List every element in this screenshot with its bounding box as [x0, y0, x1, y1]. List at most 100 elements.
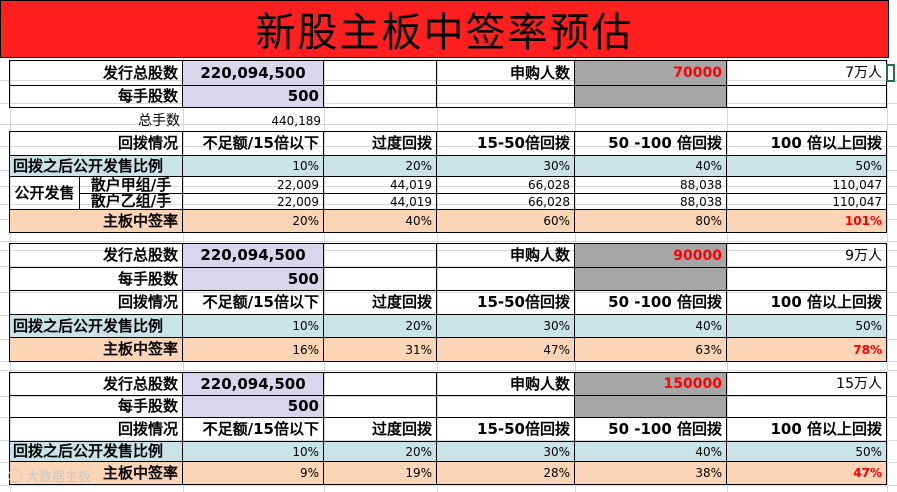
- applicants-text[interactable]: 9万人: [726, 243, 887, 268]
- empty-cell[interactable]: [323, 267, 437, 291]
- label-clawback[interactable]: 回拨情况: [9, 131, 183, 156]
- group-b-cell[interactable]: 88,038: [574, 193, 727, 210]
- public-ratio-cell[interactable]: 30%: [436, 314, 575, 338]
- public-ratio-cell[interactable]: 10%: [182, 314, 324, 338]
- public-ratio-cell[interactable]: 40%: [574, 155, 727, 177]
- total-lots-value[interactable]: 440,189: [271, 113, 321, 128]
- clawback-header[interactable]: 50 -100 倍回拨: [574, 290, 727, 315]
- win-rate-cell[interactable]: 47%: [726, 461, 887, 485]
- label-win-rate[interactable]: 主板中签率: [9, 209, 183, 233]
- public-ratio-cell[interactable]: 30%: [436, 441, 575, 462]
- empty-cell[interactable]: [323, 60, 437, 86]
- applicants-text[interactable]: 15万人: [726, 372, 887, 396]
- win-rate-cell[interactable]: 20%: [182, 209, 324, 233]
- empty-cell[interactable]: [323, 85, 437, 108]
- empty-cell[interactable]: [574, 85, 727, 108]
- win-rate-cell[interactable]: 31%: [323, 337, 437, 362]
- clawback-header[interactable]: 50 -100 倍回拨: [574, 131, 727, 156]
- win-rate-cell[interactable]: 38%: [574, 461, 727, 485]
- win-rate-cell[interactable]: 19%: [323, 461, 437, 485]
- public-ratio-cell[interactable]: 50%: [726, 155, 887, 177]
- empty-cell[interactable]: [323, 395, 437, 418]
- empty-cell[interactable]: [574, 267, 727, 291]
- clawback-header[interactable]: 100 倍以上回拨: [726, 131, 887, 156]
- group-a-cell[interactable]: 66,028: [436, 176, 575, 194]
- applicants-value[interactable]: 90000: [574, 243, 727, 268]
- win-rate-cell[interactable]: 60%: [436, 209, 575, 233]
- label-total-shares[interactable]: 发行总股数: [9, 372, 183, 396]
- group-a-cell[interactable]: 110,047: [726, 176, 887, 194]
- clawback-header[interactable]: 15-50倍回拨: [436, 417, 575, 442]
- label-public-ratio[interactable]: 回拨之后公开发售比例: [9, 441, 183, 462]
- empty-cell[interactable]: [726, 267, 887, 291]
- clawback-header[interactable]: 过度回拨: [323, 290, 437, 315]
- total-shares-value[interactable]: 220,094,500: [182, 372, 324, 396]
- empty-cell[interactable]: [726, 395, 887, 418]
- clawback-header[interactable]: 不足额/15倍以下: [182, 131, 324, 156]
- group-a-cell[interactable]: 88,038: [574, 176, 727, 194]
- group-b-cell[interactable]: 22,009: [182, 193, 324, 210]
- label-lot-size[interactable]: 每手股数: [9, 395, 183, 418]
- applicants-text[interactable]: 7万人: [726, 60, 887, 86]
- clawback-header[interactable]: 100 倍以上回拨: [726, 290, 887, 315]
- label-applicants[interactable]: 申购人数: [436, 372, 575, 396]
- lot-size-value[interactable]: 500: [182, 85, 324, 108]
- label-clawback[interactable]: 回拨情况: [9, 290, 183, 315]
- label-public-ratio[interactable]: 回拨之后公开发售比例: [9, 155, 183, 177]
- group-b-cell[interactable]: 66,028: [436, 193, 575, 210]
- public-ratio-cell[interactable]: 20%: [323, 441, 437, 462]
- win-rate-cell[interactable]: 16%: [182, 337, 324, 362]
- clawback-header[interactable]: 15-50倍回拨: [436, 290, 575, 315]
- win-rate-cell[interactable]: 40%: [323, 209, 437, 233]
- label-total-shares[interactable]: 发行总股数: [9, 60, 183, 86]
- applicants-value[interactable]: 150000: [574, 372, 727, 396]
- win-rate-cell[interactable]: 78%: [726, 337, 887, 362]
- total-shares-value[interactable]: 220,094,500: [182, 60, 324, 86]
- clawback-header[interactable]: 过度回拨: [323, 417, 437, 442]
- empty-cell[interactable]: [574, 395, 727, 418]
- label-lot-size[interactable]: 每手股数: [9, 85, 183, 108]
- lot-size-value[interactable]: 500: [182, 267, 324, 291]
- public-ratio-cell[interactable]: 40%: [574, 441, 727, 462]
- label-applicants[interactable]: 申购人数: [436, 60, 575, 86]
- win-rate-cell[interactable]: 28%: [436, 461, 575, 485]
- public-ratio-cell[interactable]: 20%: [323, 314, 437, 338]
- clawback-header[interactable]: 不足额/15倍以下: [182, 417, 324, 442]
- total-shares-value[interactable]: 220,094,500: [182, 243, 324, 268]
- clawback-header[interactable]: 15-50倍回拨: [436, 131, 575, 156]
- clawback-header[interactable]: 不足额/15倍以下: [182, 290, 324, 315]
- label-group-a[interactable]: 散户甲组/手: [79, 176, 183, 194]
- label-applicants[interactable]: 申购人数: [436, 243, 575, 268]
- group-b-cell[interactable]: 110,047: [726, 193, 887, 210]
- empty-cell[interactable]: [436, 395, 575, 418]
- label-group-b[interactable]: 散户乙组/手: [79, 193, 183, 210]
- group-b-cell[interactable]: 44,019: [323, 193, 437, 210]
- public-ratio-cell[interactable]: 10%: [182, 441, 324, 462]
- win-rate-cell[interactable]: 63%: [574, 337, 727, 362]
- clawback-header[interactable]: 过度回拨: [323, 131, 437, 156]
- public-ratio-cell[interactable]: 50%: [726, 314, 887, 338]
- win-rate-cell[interactable]: 80%: [574, 209, 727, 233]
- public-ratio-cell[interactable]: 50%: [726, 441, 887, 462]
- label-total-lots[interactable]: 总手数: [138, 112, 180, 129]
- empty-cell[interactable]: [436, 85, 575, 108]
- win-rate-cell[interactable]: 9%: [182, 461, 324, 485]
- win-rate-cell[interactable]: 101%: [726, 209, 887, 233]
- empty-cell[interactable]: [436, 267, 575, 291]
- empty-cell[interactable]: [323, 372, 437, 396]
- group-a-cell[interactable]: 22,009: [182, 176, 324, 194]
- clawback-header[interactable]: 50 -100 倍回拨: [574, 417, 727, 442]
- label-public-ratio[interactable]: 回拨之后公开发售比例: [9, 314, 183, 338]
- public-ratio-cell[interactable]: 30%: [436, 155, 575, 177]
- clawback-header[interactable]: 100 倍以上回拨: [726, 417, 887, 442]
- public-ratio-cell[interactable]: 20%: [323, 155, 437, 177]
- empty-cell[interactable]: [726, 85, 887, 108]
- group-a-cell[interactable]: 44,019: [323, 176, 437, 194]
- lot-size-value[interactable]: 500: [182, 395, 324, 418]
- label-clawback[interactable]: 回拨情况: [9, 417, 183, 442]
- label-win-rate[interactable]: 主板中签率: [9, 337, 183, 362]
- label-total-shares[interactable]: 发行总股数: [9, 243, 183, 268]
- label-public-offer[interactable]: 公开发售: [9, 176, 80, 210]
- win-rate-cell[interactable]: 47%: [436, 337, 575, 362]
- empty-cell[interactable]: [323, 243, 437, 268]
